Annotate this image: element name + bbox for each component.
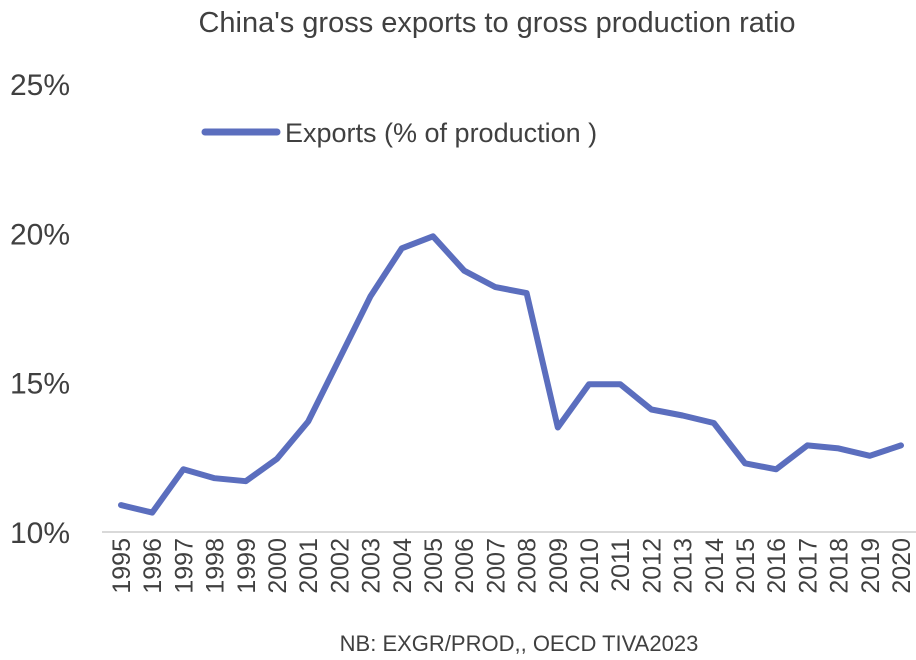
data-point [305,419,311,425]
plot-area [118,233,904,516]
x-tick-label: 2016 [763,538,791,594]
x-tick-label: 2015 [732,538,760,594]
data-point [430,233,436,239]
x-tick-label: 1998 [202,538,230,594]
legend-label: Exports (% of production ) [285,118,597,148]
data-point [648,407,654,413]
x-tick-label: 2017 [794,538,822,594]
data-point [492,284,498,290]
x-tick-label: 2013 [670,538,698,594]
x-tick-label: 2018 [826,538,854,594]
data-point [711,420,717,426]
x-tick-label: 1995 [108,538,136,594]
x-tick-label: 2006 [451,538,479,594]
x-tick-label: 2008 [514,538,542,594]
chart-title: China's gross exports to gross productio… [198,7,795,39]
data-point [804,442,810,448]
x-tick-label: 1997 [170,538,198,594]
x-tick-label: 2019 [857,538,885,594]
data-point [180,466,186,472]
x-axis: 1995 1996 1997 1998 1999 2000 2001 2002 2003 2004… [108,538,916,594]
y-tick-label: 15% [10,368,70,401]
y-axis: 10% 15% 20% 25% [10,69,70,550]
x-tick-label: 1999 [233,538,261,594]
y-tick-label: 25% [10,69,70,102]
data-point [336,356,342,362]
x-tick-label: 2003 [358,538,386,594]
data-point [149,510,155,516]
data-point [742,460,748,466]
data-point [680,413,686,419]
data-point [118,502,124,508]
x-tick-label: 2004 [389,538,417,594]
x-tick-label: 2010 [576,538,604,594]
series-line-exports [118,233,904,516]
x-tick-label: 2000 [264,538,292,594]
data-point [867,453,873,459]
data-point [399,245,405,251]
data-point [836,445,842,451]
x-tick-label: 2011 [607,538,635,592]
data-point [524,290,530,296]
x-tick-label: 2001 [295,538,323,594]
y-tick-label: 20% [10,218,70,251]
x-tick-label: 2012 [638,538,666,594]
x-tick-label: 2007 [482,538,510,594]
data-point [243,478,249,484]
data-point [555,425,561,431]
x-tick-label: 2020 [888,538,916,594]
data-point [461,268,467,274]
legend: Exports (% of production ) [201,118,597,148]
data-point [212,475,218,481]
y-tick-label: 10% [10,517,70,550]
data-point [368,293,374,299]
data-point [274,456,280,462]
data-point [617,381,623,387]
data-point [773,466,779,472]
x-tick-label: 2002 [326,538,354,594]
x-tick-label: 1996 [139,538,167,594]
source-note: NB: EXGR/PROD,, OECD TIVA2023 [340,631,699,656]
data-point [586,381,592,387]
x-tick-label: 2005 [420,538,448,594]
data-point [898,442,904,448]
x-tick-label: 2014 [701,538,729,594]
x-tick-label: 2009 [545,538,573,594]
